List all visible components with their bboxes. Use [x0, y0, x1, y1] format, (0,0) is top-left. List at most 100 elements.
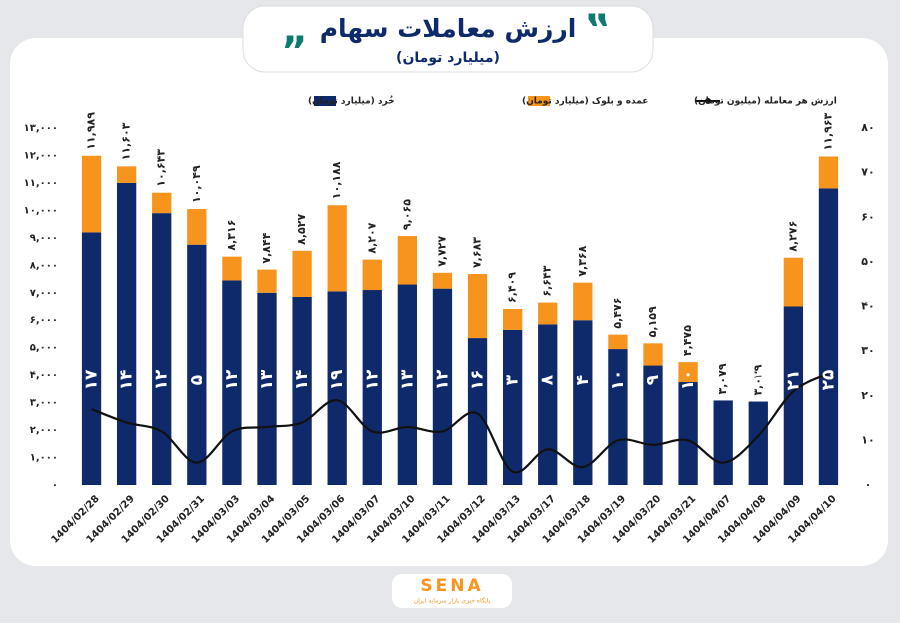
bar-segment — [397, 284, 418, 485]
line-value-label: ۱۰ — [678, 370, 698, 391]
total-label: ۷,۳۶۸ — [576, 245, 589, 276]
bar-segment — [713, 400, 733, 485]
bar-segment — [678, 362, 698, 383]
total-label: ۳,۰۳۹ — [751, 364, 764, 395]
y-tick-label: ۱۰,۰۰۰ — [24, 205, 58, 216]
bar-segment — [81, 232, 102, 485]
line-value-label: ۸ — [538, 374, 558, 385]
y2-tick-label: ۳۰ — [861, 344, 874, 357]
total-label: ۷,۷۲۷ — [435, 235, 448, 266]
bar-segment — [292, 296, 312, 485]
line-value-label: ۱۰ — [608, 370, 628, 391]
total-label: ۸,۵۲۷ — [295, 214, 308, 245]
logo-note: پایگاه خبری بازار سرمایه ایران — [414, 597, 491, 605]
bar-segment — [502, 308, 523, 330]
y-tick-label: ۱,۰۰۰ — [30, 453, 58, 464]
total-label: ۵,۱۵۹ — [646, 306, 659, 337]
y-tick-label: ۹,۰۰۰ — [30, 233, 58, 244]
bar-segment — [608, 334, 628, 350]
line-value-label: ۱۲ — [362, 369, 382, 390]
y-tick-label: ۰ — [52, 480, 58, 491]
quote-mark: ‟ — [585, 7, 611, 53]
bar-segment — [432, 272, 453, 289]
quote-mark: „ — [282, 7, 308, 53]
total-label: ۳,۰۷۹ — [716, 363, 729, 394]
bar-segment — [292, 250, 312, 297]
y-tick-label: ۱۲,۰۰۰ — [24, 150, 58, 161]
y-tick-label: ۶,۰۰۰ — [30, 315, 58, 326]
total-label: ۱۱,۶۰۳ — [120, 122, 133, 160]
y2-tick-label: ۲۰ — [861, 389, 874, 402]
y2-tick-label: ۱۰ — [861, 433, 874, 446]
bar-segment — [152, 213, 172, 485]
y2-tick-label: ۵۰ — [861, 255, 874, 268]
total-label: ۸,۲۰۷ — [365, 222, 378, 253]
line-value-label: ۳ — [503, 374, 523, 385]
total-label: ۱۱,۹۶۳ — [821, 112, 834, 150]
total-label: ۷,۶۸۳ — [471, 237, 484, 268]
line-value-label: ۱۱ — [748, 370, 768, 391]
bar-segment — [783, 306, 804, 485]
bar-segment — [643, 343, 663, 366]
y-tick-label: ۴,۰۰۰ — [30, 370, 58, 381]
bar-segment — [187, 209, 207, 245]
y-tick-label: ۷,۰۰۰ — [30, 288, 58, 299]
bar-segment — [432, 288, 453, 485]
line-value-label: ۱۳ — [397, 369, 417, 390]
bar-segment — [818, 156, 839, 189]
y2-tick-label: ۸۰ — [861, 121, 874, 134]
y-tick-label: ۵,۰۰۰ — [30, 343, 58, 354]
line-value-label: ۹ — [643, 374, 663, 385]
y-tick-label: ۳,۰۰۰ — [30, 398, 58, 409]
bar-segment — [608, 349, 628, 485]
title-box — [242, 5, 654, 73]
total-label: ۱۰,۱۸۸ — [330, 161, 343, 199]
bar-segment — [257, 269, 277, 293]
total-label: ۱۱,۹۸۹ — [85, 112, 98, 150]
logo-box — [392, 574, 512, 608]
legend-swatch — [314, 96, 336, 106]
bar-segment — [783, 257, 804, 307]
y2-tick-label: ۷۰ — [861, 166, 874, 179]
line-value-label: ۱۴ — [292, 370, 312, 391]
total-label: ۸,۳۱۶ — [225, 220, 238, 251]
line-value-label: ۲۵ — [818, 370, 838, 391]
legend-swatch — [528, 96, 550, 106]
total-label: ۴,۴۷۵ — [681, 325, 694, 356]
bar-segment — [643, 365, 663, 485]
line-value-label: ۵ — [713, 375, 733, 385]
bar-segment — [818, 188, 839, 485]
line-value-label: ۱۲ — [222, 369, 242, 390]
legend-label: خُرد (میلیارد تومان) — [308, 96, 395, 107]
total-label: ۷,۸۴۴ — [260, 232, 273, 263]
chart-subtitle: (میلیارد تومان) — [396, 50, 500, 66]
bar-segment — [116, 182, 137, 485]
line-value-label: ۱۷ — [82, 369, 102, 390]
bar-segment — [116, 166, 137, 183]
legend-label: ارزش هر معامله (میلیون تومان) — [694, 97, 837, 107]
bar-segment — [327, 205, 347, 292]
bar-segment — [222, 256, 242, 281]
bar-segment — [81, 155, 102, 233]
bar-segment — [538, 302, 558, 325]
bar-segment — [327, 291, 347, 485]
total-label: ۸,۲۷۶ — [786, 221, 799, 252]
y2-tick-label: ۰ — [865, 478, 872, 491]
line-value-label: ۱۲ — [432, 369, 452, 390]
bar-segment — [678, 382, 698, 485]
line-value-label: ۱۲ — [152, 369, 172, 390]
bar-segment — [187, 244, 207, 485]
bar-segment — [257, 292, 277, 485]
total-label: ۱۰,۰۴۹ — [190, 165, 203, 203]
total-label: ۶,۴۰۹ — [506, 272, 519, 303]
bar-segment — [397, 236, 418, 285]
y-tick-label: ۱۳,۰۰۰ — [24, 123, 58, 134]
total-label: ۹,۰۶۵ — [400, 199, 413, 230]
line-value-label: ۱۶ — [468, 370, 488, 391]
y2-tick-label: ۴۰ — [861, 300, 874, 313]
bar-segment — [152, 192, 172, 214]
total-label: ۶,۶۴۳ — [541, 265, 554, 296]
line-value-label: ۱۹ — [327, 369, 347, 390]
